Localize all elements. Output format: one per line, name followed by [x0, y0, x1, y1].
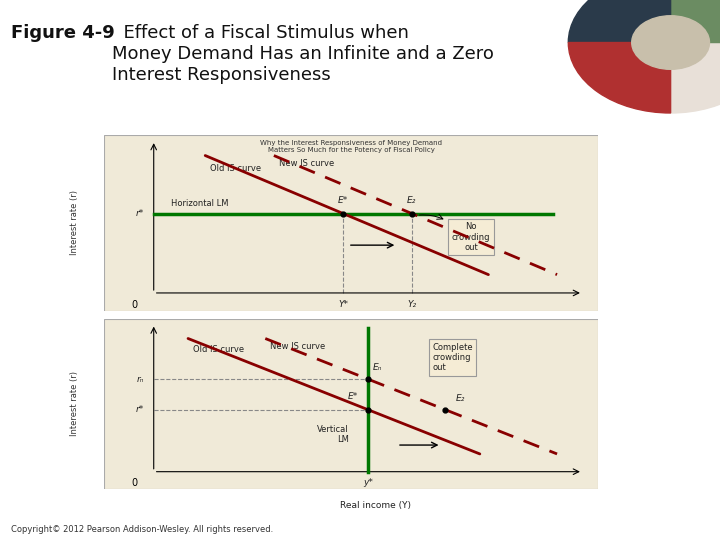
Text: rₙ: rₙ — [137, 375, 144, 384]
Text: Effect of a Fiscal Stimulus when
Money Demand Has an Infinite and a Zero
Interes: Effect of a Fiscal Stimulus when Money D… — [112, 24, 493, 84]
Text: Interest rate (r): Interest rate (r) — [71, 190, 79, 255]
Text: 0: 0 — [131, 478, 137, 489]
Text: Copyright© 2012 Pearson Addison-Wesley. All rights reserved.: Copyright© 2012 Pearson Addison-Wesley. … — [11, 524, 273, 534]
Text: Real income (Y): Real income (Y) — [340, 323, 411, 332]
Text: y*: y* — [364, 478, 373, 488]
Text: No
crowding
out: No crowding out — [451, 222, 490, 252]
Text: Interest rate (r): Interest rate (r) — [71, 371, 79, 436]
Text: Old IS curve: Old IS curve — [210, 164, 261, 173]
Text: 0: 0 — [131, 300, 137, 310]
Text: r*: r* — [135, 406, 144, 414]
Text: 4-20: 4-20 — [638, 511, 683, 529]
Wedge shape — [568, 0, 670, 43]
Wedge shape — [670, 43, 720, 113]
Text: New IS curve: New IS curve — [270, 342, 325, 351]
Text: E₂: E₂ — [407, 196, 416, 205]
Text: Complete
crowding
out: Complete crowding out — [433, 343, 473, 373]
Wedge shape — [568, 43, 670, 113]
Text: Y*: Y* — [338, 300, 348, 309]
Text: Why the Interest Responsiveness of Money Demand
Matters So Much for the Potency : Why the Interest Responsiveness of Money… — [260, 140, 442, 153]
Text: r*: r* — [135, 209, 144, 218]
Wedge shape — [670, 0, 720, 43]
Text: E₂: E₂ — [455, 394, 464, 403]
FancyBboxPatch shape — [104, 135, 598, 310]
Circle shape — [631, 16, 709, 69]
Text: Vertical
LM: Vertical LM — [317, 425, 348, 444]
Text: Old IS curve: Old IS curve — [193, 345, 244, 354]
Text: Horizontal LM: Horizontal LM — [171, 199, 228, 208]
Text: New IS curve: New IS curve — [279, 159, 334, 168]
Text: Figure 4-9: Figure 4-9 — [11, 24, 114, 42]
Text: Real income (Y): Real income (Y) — [340, 501, 411, 510]
FancyBboxPatch shape — [104, 319, 598, 489]
Text: Eₙ: Eₙ — [373, 363, 382, 373]
Text: Y₂: Y₂ — [408, 300, 416, 309]
Text: E*: E* — [348, 392, 359, 401]
Text: E*: E* — [338, 196, 348, 205]
